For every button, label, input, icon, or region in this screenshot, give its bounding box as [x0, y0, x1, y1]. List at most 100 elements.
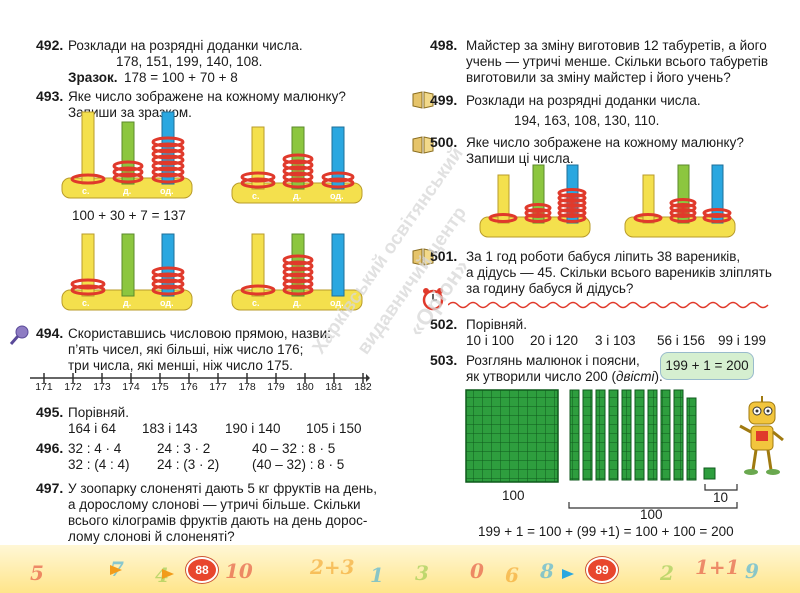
exercise-494-number: 494. [36, 325, 64, 341]
exercise-502-text: Порівняй. [466, 317, 527, 332]
number-line-label: 178 [238, 381, 256, 393]
arrow-decoration [110, 565, 122, 575]
exercise-503-text-1: Розглянь малюнок і поясни, [466, 353, 640, 368]
exercise-496-expr: 32 : 4 · 4 [68, 441, 122, 456]
exercise-498-text-1: Майстер за зміну виготовив 12 табуретів,… [466, 38, 767, 53]
exercise-495-pair: 190 і 140 [225, 421, 281, 436]
exercise-493-text: Яке число зображене на кожному малюнку? [68, 89, 346, 104]
exercise-500-text-1: Яке число зображене на кожному малюнку? [466, 135, 744, 150]
exercise-495-number: 495. [36, 404, 64, 420]
exercise-498-text-2: учень — утричі менше. Скільки всього таб… [466, 54, 769, 69]
footer-digit: 1+1 [695, 555, 740, 579]
page-footer: 5 7 4 10 2+3 1 3 0 6 8 2 1+1 9 [0, 545, 800, 593]
exercise-497-number: 497. [36, 480, 64, 496]
number-line-label: 179 [267, 381, 285, 393]
exercise-497-text-2: а дорослому слонові — утричі більше. Скі… [68, 497, 361, 512]
footer-digit: 3 [415, 561, 429, 585]
exercise-495-text: Порівняй. [68, 405, 129, 420]
footer-digit: 6 [505, 563, 519, 587]
exercise-500-text-2: Запиши ці числа. [466, 151, 574, 166]
exercise-495-pair: 105 і 150 [306, 421, 362, 436]
exercise-502-pair: 99 і 199 [718, 333, 767, 348]
exercise-501-number: 501. [430, 248, 458, 264]
base-ten-blocks [465, 389, 716, 483]
exercise-495-pair: 183 і 143 [142, 421, 198, 436]
abacus-3-label-h: с. [82, 298, 90, 308]
exercise-501-text-3: за годину бабуся й дідусь? [466, 281, 634, 296]
footer-digit: 10 [225, 559, 253, 583]
exercise-494-text-1: Скориставшись числовою прямою, назви: [68, 326, 331, 341]
exercise-492-sample-label: Зразок. [68, 70, 118, 85]
abacus-illustrations-493: с. д. од. с. д. од. с. д. од. [61, 111, 363, 311]
exercise-498-text-3: виготовили за зміну майстер і його учень… [466, 70, 731, 85]
exercise-496-expr: 40 – 32 : 8 · 5 [252, 441, 336, 456]
exercise-501-text-2: а дідусь — 45. Скільки всього вареників … [466, 265, 772, 280]
footer-digit: 5 [30, 561, 44, 585]
abacus-4: с. д. од. [231, 233, 363, 311]
abacus-2-label-h: с. [252, 191, 260, 201]
hundred-square [465, 389, 559, 483]
exercise-496-number: 496. [36, 440, 64, 456]
exercise-500-number: 500. [430, 134, 458, 150]
footer-digit: 2+3 [310, 555, 355, 579]
footer-digit: 0 [470, 559, 484, 583]
abacus-3: с. д. од. [61, 233, 193, 311]
exercise-499-text: Розклади на розрядні доданки числа. [466, 93, 701, 108]
number-line [30, 373, 370, 383]
number-line-label: 181 [325, 381, 343, 393]
abacus-4-label-h: с. [252, 298, 260, 308]
pencil-icon [9, 325, 29, 345]
page-number-left: 88 [186, 557, 218, 583]
label-100-rods: 100 [640, 507, 663, 522]
exercise-498-number: 498. [430, 37, 458, 53]
exercise-495-pair: 164 і 64 [68, 421, 117, 436]
exercise-497-text-1: У зоопарку слоненяті дають 5 кг фруктів … [68, 481, 377, 496]
exercise-503-text-2: як утворили число 200 (двісті). [466, 368, 663, 385]
exercise-493-text-2: Запиши за зразком. [68, 105, 192, 120]
speech-bubble: 199 + 1 = 200 [660, 352, 754, 380]
exercise-492-numbers: 178, 151, 199, 140, 108. [116, 54, 263, 69]
footer-digit: 8 [540, 559, 554, 583]
exercise-503-equation: 199 + 1 = 100 + (99 +1) = 100 + 100 = 20… [478, 524, 734, 539]
exercise-499-numbers: 194, 163, 108, 130, 110. [514, 113, 660, 128]
exercise-496-expr: (40 – 32) : 8 · 5 [252, 457, 345, 472]
abacus-4-label-o: од. [330, 298, 344, 308]
number-line-label: 180 [296, 381, 314, 393]
arrow-decoration [562, 569, 574, 579]
book-icon [412, 91, 434, 109]
abacus-2: с. д. од. [231, 126, 363, 204]
exercise-492-text: Розклади на розрядні доданки числа. [68, 38, 303, 53]
exercise-502-pair: 56 і 156 [657, 333, 706, 348]
ten-rods [569, 389, 716, 481]
footer-digit: 2 [660, 561, 674, 585]
exercise-502-number: 502. [430, 316, 458, 332]
exercise-502-pair: 3 і 103 [595, 333, 636, 348]
number-line-label: 176 [180, 381, 198, 393]
abacus-2-label-o: од. [330, 191, 344, 201]
abacus-5 [479, 164, 591, 238]
exercise-503-text-2c: ). [654, 369, 663, 384]
exercise-493-example: 100 + 30 + 7 = 137 [72, 208, 186, 223]
exercise-492-sample: 178 = 100 + 70 + 8 [124, 70, 238, 85]
page-number-right: 89 [586, 557, 618, 583]
abacus-2-label-t: д. [293, 191, 301, 201]
number-line-label: 177 [209, 381, 227, 393]
abacus-1-label-o: од. [160, 186, 174, 196]
number-line-label: 173 [93, 381, 111, 393]
number-line-label: 174 [122, 381, 140, 393]
label-100-square: 100 [502, 488, 525, 503]
exercise-503-text-2b: двісті [616, 369, 655, 384]
number-line-label: 172 [64, 381, 82, 393]
robot-mascot [739, 396, 784, 475]
exercise-497-text-4: лому слонові й слоненяті? [68, 529, 235, 544]
label-10: 10 [713, 490, 729, 505]
book-icon [412, 136, 434, 154]
exercise-496-expr: 32 : (4 : 4) [68, 457, 130, 472]
abacus-3-label-o: од. [160, 298, 174, 308]
exercise-499-number: 499. [430, 92, 458, 108]
abacus-1: с. д. од. [61, 111, 193, 199]
arrow-decoration [162, 569, 174, 579]
abacus-3-label-t: д. [123, 298, 131, 308]
exercise-502-pair: 20 і 120 [530, 333, 579, 348]
book-icon [412, 248, 434, 266]
